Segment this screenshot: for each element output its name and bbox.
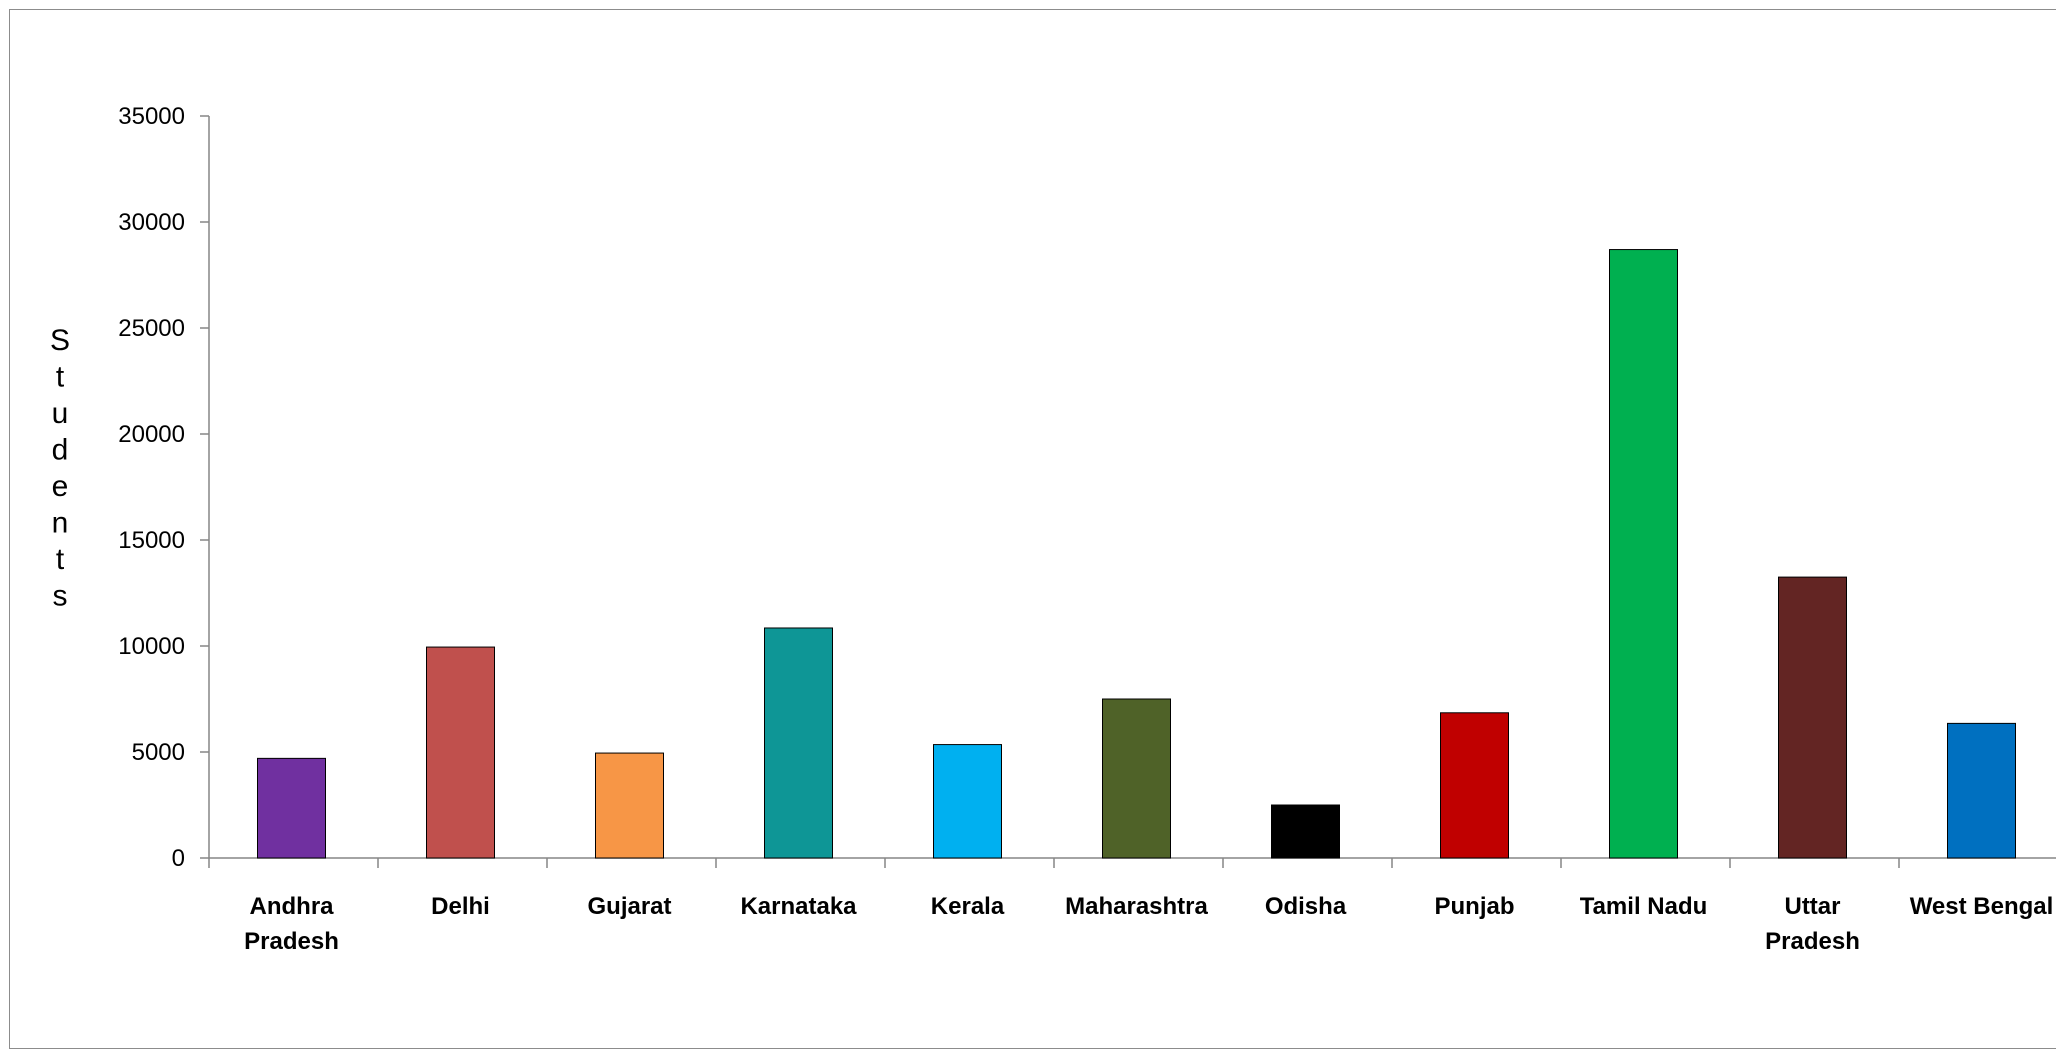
x-tick-label: Karnataka xyxy=(740,893,857,920)
x-tick-label: Gujarat xyxy=(587,893,671,920)
x-tick-label: Odisha xyxy=(1265,893,1347,920)
bars xyxy=(257,249,2016,859)
y-tick-label: 25000 xyxy=(118,315,185,342)
x-tick-label: Maharashtra xyxy=(1065,893,1208,920)
x-tick-label: Delhi xyxy=(431,893,490,920)
bar-odisha xyxy=(1271,804,1340,859)
bar-andhra-pradesh xyxy=(257,757,326,859)
x-tick-label: Punjab xyxy=(1434,893,1514,920)
x-tick-label: West Bengal xyxy=(1910,893,2054,920)
x-tick-label: Uttar Pradesh xyxy=(1765,893,1860,955)
y-tick-label: 10000 xyxy=(118,633,185,660)
y-tick-label: 15000 xyxy=(118,527,185,554)
bar-gujarat xyxy=(595,752,664,859)
x-tick-label: Tamil Nadu xyxy=(1580,893,1708,920)
y-tick-label: 35000 xyxy=(118,103,185,130)
y-axis: 0 5000 10000 15000 20000 25000 30000 35000 xyxy=(118,103,210,872)
bar-uttar-pradesh xyxy=(1778,576,1847,859)
bar-delhi xyxy=(426,646,495,859)
x-tick-label: Kerala xyxy=(931,893,1005,920)
x-axis: Andhra Pradesh Delhi Gujarat Karnataka Kerala… xyxy=(208,857,2056,955)
chart-area xyxy=(9,9,2056,1049)
bar-punjab xyxy=(1440,712,1509,859)
bar-tamil-nadu xyxy=(1609,249,1678,859)
bar-west-bengal xyxy=(1947,722,2016,859)
y-tick-label: 5000 xyxy=(132,739,185,766)
y-tick-label: 30000 xyxy=(118,209,185,236)
y-tick-label: 0 xyxy=(172,845,185,872)
x-tick-label: Andhra Pradesh xyxy=(244,893,339,955)
y-tick-label: 20000 xyxy=(118,421,185,448)
bar-karnataka xyxy=(764,627,833,859)
bar-kerala xyxy=(933,744,1002,859)
bar-maharashtra xyxy=(1102,698,1171,859)
